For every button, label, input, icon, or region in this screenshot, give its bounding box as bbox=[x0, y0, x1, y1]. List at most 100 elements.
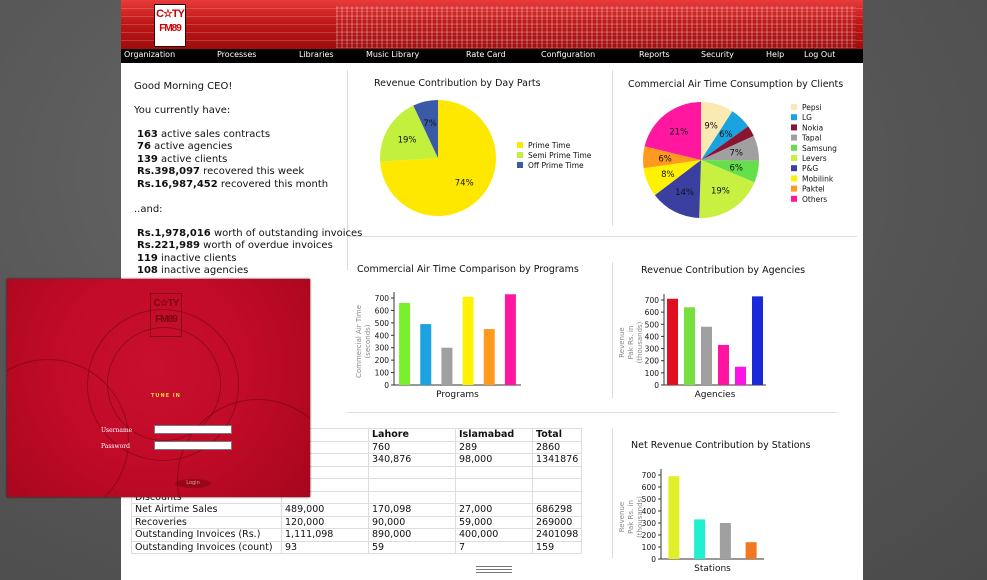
table-cell bbox=[368, 465, 456, 479]
main-menu-bar: Organization Processes Libraries Music L… bbox=[121, 49, 863, 63]
table-cell bbox=[455, 478, 533, 492]
summary-stat-value: Rs.398,097 bbox=[137, 166, 200, 178]
pie-slice-levers bbox=[699, 160, 755, 218]
table-cell: Net Airtime Sales bbox=[131, 503, 282, 517]
y-axis-label: Revenue bbox=[618, 327, 626, 358]
login-window: C☆TY FM89 TUNE IN Username Password Logi… bbox=[7, 279, 310, 497]
table-header-cell: Lahore bbox=[368, 428, 456, 442]
bar-orient bbox=[718, 344, 729, 385]
menu-log-out[interactable]: Log Out bbox=[804, 50, 836, 59]
y-axis-label: (thousands) bbox=[636, 496, 644, 538]
pie-slice-p-g bbox=[654, 160, 701, 218]
summary-stat-line: 119 inactive clients bbox=[137, 253, 236, 264]
table-cell: 98,000 bbox=[455, 453, 533, 467]
table-cell: 90,000 bbox=[368, 515, 456, 529]
pie-slice-lg bbox=[701, 111, 749, 160]
y-axis-label: Pak Rs. in bbox=[627, 500, 635, 534]
password-input[interactable] bbox=[154, 441, 232, 450]
summary-stat-value: 163 bbox=[137, 129, 158, 140]
summary-stat-value: 139 bbox=[137, 153, 158, 165]
pie-slice-off-prime-time bbox=[413, 100, 438, 158]
table-cell: Outstanding Invoices (count) bbox=[131, 540, 282, 554]
legend-swatch bbox=[791, 134, 797, 141]
table-row: Outstanding Invoices (Rs.) 1,111,098 890,0… bbox=[131, 528, 583, 542]
summary-stat-text: inactive agencies bbox=[157, 265, 249, 277]
legend-swatch bbox=[791, 165, 797, 172]
y-tick-label: 400 bbox=[645, 332, 660, 341]
table-cell: 686298 bbox=[531, 503, 583, 517]
legend-entry: Mobilink bbox=[802, 174, 834, 183]
menu-processes[interactable]: Processes bbox=[217, 50, 257, 59]
bar-others bbox=[752, 296, 763, 385]
menu-music-library[interactable]: Music Library bbox=[366, 50, 420, 59]
table-cell: 489,000 bbox=[281, 503, 369, 517]
y-axis-label: (seconds) bbox=[364, 324, 372, 358]
legend-entry: Pepsi bbox=[802, 103, 822, 112]
table-cell: 159 bbox=[531, 540, 583, 554]
bar-karachi bbox=[668, 476, 680, 559]
menu-reports[interactable]: Reports bbox=[639, 50, 670, 59]
login-logo: C☆TY FM89 bbox=[150, 293, 182, 337]
table-cell bbox=[531, 478, 583, 492]
menu-organization[interactable]: Organization bbox=[124, 50, 176, 59]
table-cell: 400,000 bbox=[455, 528, 533, 542]
pie-slice-tapal bbox=[701, 135, 759, 161]
table-cell: 2860 bbox=[531, 440, 583, 454]
bar-coffee-party bbox=[441, 347, 453, 385]
y-tick-label: 500 bbox=[645, 320, 660, 329]
greeting: Good Morning CEO! bbox=[134, 81, 233, 92]
table-cell bbox=[531, 465, 583, 479]
table-cell bbox=[455, 490, 533, 504]
table-row: Recoveries 120,000 90,000 59,000 269000 bbox=[131, 515, 583, 529]
pie-slice-semi-prime-time bbox=[380, 105, 438, 162]
y-tick-label: 700 bbox=[375, 294, 390, 303]
chart-title-stations: Net Revenue Contribution by Stations bbox=[631, 440, 811, 451]
summary-stat-text: inactive clients bbox=[157, 252, 237, 264]
y-tick-label: 400 bbox=[375, 331, 390, 340]
menu-help[interactable]: Help bbox=[766, 50, 785, 59]
banner-texture bbox=[336, 6, 856, 48]
y-tick-label: 100 bbox=[375, 369, 390, 378]
menu-rate-card[interactable]: Rate Card bbox=[466, 50, 506, 59]
table-cell: 7 bbox=[455, 540, 533, 554]
menu-configuration[interactable]: Configuration bbox=[541, 50, 596, 59]
summary-stat-line: 108 inactive agencies bbox=[137, 265, 248, 276]
bar-the-breakfast-show bbox=[420, 324, 432, 385]
login-button[interactable]: Login bbox=[175, 479, 211, 488]
legend-swatch bbox=[517, 142, 523, 148]
table-cell: 170,098 bbox=[368, 503, 456, 517]
pie-slice-samsung bbox=[701, 160, 759, 183]
table-cell: 120,000 bbox=[281, 515, 369, 529]
menu-security[interactable]: Security bbox=[701, 50, 734, 59]
table-cell: 2401098 bbox=[531, 528, 583, 542]
summary-stat-text: active sales contracts bbox=[157, 129, 271, 140]
summary-stat-value: Rs.1,978,016 bbox=[137, 228, 211, 239]
menu-libraries[interactable]: Libraries bbox=[299, 50, 334, 59]
table-row: Net Airtime Sales 489,000 170,098 27,000 686… bbox=[131, 503, 583, 517]
username-label: Username bbox=[101, 427, 133, 434]
y-tick-label: 700 bbox=[645, 296, 660, 305]
pie-data-label: 6% bbox=[729, 163, 743, 173]
pie-data-label: 8% bbox=[661, 170, 675, 180]
legend-entry: P&G bbox=[802, 164, 818, 173]
pie-data-label: 9% bbox=[704, 121, 718, 131]
chart-title-programs: Commercial Air Time Comparison by Progra… bbox=[357, 264, 579, 275]
bar-nasha-89 bbox=[399, 302, 411, 385]
legend-swatch bbox=[517, 162, 523, 168]
summary-stat-line: Rs.398,097 recovered this week bbox=[137, 166, 304, 177]
username-input[interactable] bbox=[154, 425, 232, 434]
table-cell: 340,876 bbox=[368, 453, 456, 467]
bar-chart-agencies: 0 100 200 300 400 500 600 700 Agencies Revenue Pak… bbox=[618, 294, 766, 400]
pie-data-label: 21% bbox=[669, 128, 688, 138]
pie-slice-nokia bbox=[701, 126, 754, 160]
y-tick-label: 300 bbox=[645, 345, 660, 354]
table-header-cell: Total bbox=[531, 428, 583, 442]
summary-stat-text: active clients bbox=[157, 153, 228, 165]
cityfm89-logo[interactable]: C☆TY FM89 bbox=[154, 4, 186, 47]
legend-entry: Prime Time bbox=[528, 141, 571, 150]
table-cell: 93 bbox=[281, 540, 369, 554]
y-tick-label: 300 bbox=[642, 519, 657, 528]
legend-entry: Tapal bbox=[801, 134, 821, 143]
pie-slice-mobilink bbox=[643, 160, 701, 196]
